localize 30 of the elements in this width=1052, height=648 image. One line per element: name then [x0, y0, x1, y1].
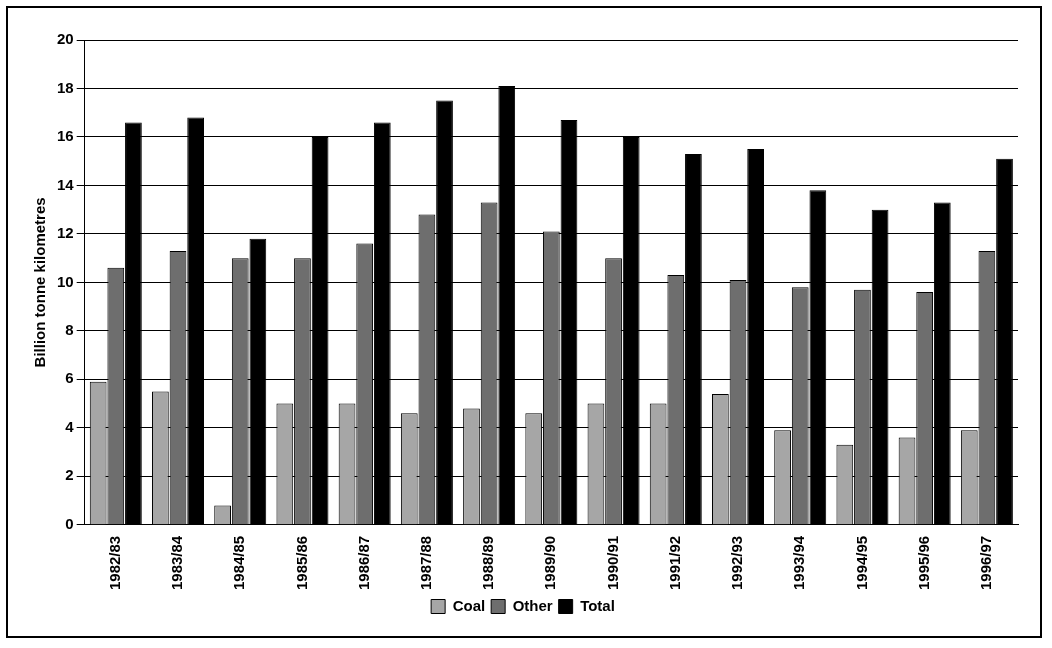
x-tick-label: 1988/89 — [479, 535, 497, 591]
legend-label: Other — [512, 596, 553, 614]
x-tick-label: 1983/84 — [168, 535, 186, 591]
y-tick-label: 8 — [65, 321, 74, 339]
x-tick-label: 1989/90 — [541, 535, 559, 591]
x-tick-label: 1995/96 — [914, 535, 932, 591]
y-tick-label: 2 — [65, 466, 74, 484]
x-tick-label: 1986/87 — [354, 535, 372, 591]
y-tick-label: 14 — [57, 175, 75, 193]
y-tick-label: 10 — [57, 272, 74, 290]
x-tick-label: 1984/85 — [230, 535, 248, 591]
x-tick-label: 1987/88 — [417, 535, 435, 591]
x-tick-label: 1990/91 — [603, 535, 621, 591]
x-tick-label: 1991/92 — [665, 535, 683, 591]
y-tick-label: 0 — [65, 514, 74, 532]
y-tick-label: 20 — [57, 30, 74, 48]
y-tick-label: 18 — [57, 78, 74, 96]
legend-label: Coal — [452, 596, 486, 614]
x-tick-label: 1985/86 — [292, 535, 310, 591]
x-tick-label: 1992/93 — [728, 535, 746, 591]
x-tick-label: 1982/83 — [105, 535, 123, 591]
y-tick-label: 16 — [57, 127, 74, 145]
y-axis-title: Billion tonne kilometres — [31, 197, 49, 368]
x-tick-label: 1996/97 — [977, 535, 995, 591]
x-tick-label: 1993/94 — [790, 535, 808, 591]
y-tick-label: 4 — [65, 417, 75, 435]
legend-label: Total — [580, 596, 615, 614]
y-tick-label: 6 — [65, 369, 74, 387]
x-tick-label: 1994/95 — [852, 535, 870, 591]
y-tick-label: 12 — [57, 224, 74, 242]
